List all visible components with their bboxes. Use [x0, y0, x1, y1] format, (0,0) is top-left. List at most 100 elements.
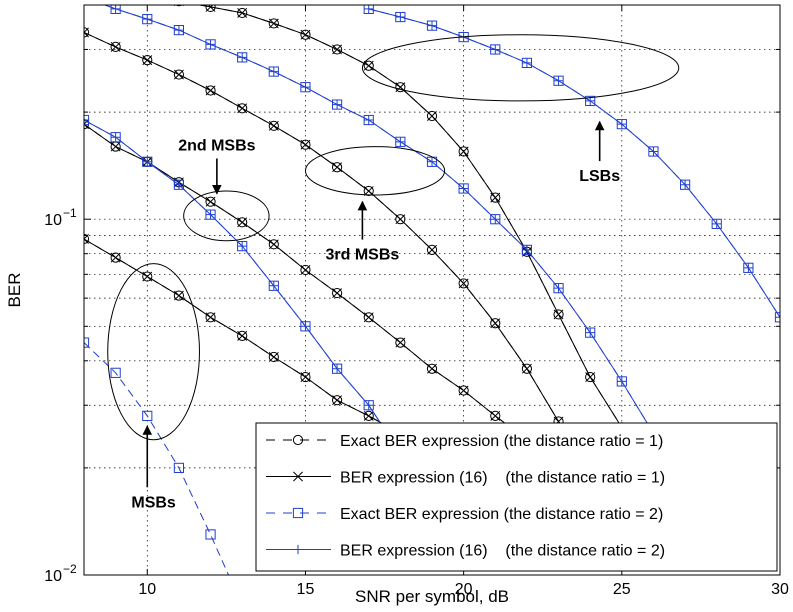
marker-plus: [680, 180, 690, 190]
curve-lsbs: [143, 0, 627, 433]
marker-x: [300, 139, 311, 150]
marker-square: [238, 601, 247, 610]
marker-circle: [205, 85, 216, 96]
marker-circle: [142, 271, 153, 282]
marker-x: [553, 309, 564, 320]
curve-3rd-msbs: [84, 27, 564, 427]
marker-square: [205, 529, 216, 540]
marker-circle: [585, 371, 596, 383]
plot-frame: [83, 4, 781, 576]
marker-square: [292, 507, 304, 519]
y-tick-base: 10: [44, 212, 62, 229]
marker-plus: [553, 283, 564, 293]
marker-circle: [237, 330, 248, 341]
marker-plus: [395, 137, 405, 147]
annotation-msbs: MSBs: [107, 263, 200, 511]
series-line: [197, 5, 623, 428]
marker-circle: [110, 252, 121, 263]
marker-plus: [648, 146, 659, 157]
marker-circle: [395, 214, 406, 225]
legend-label: Exact BER expression (the distance ratio…: [340, 506, 663, 523]
marker-circle: [490, 192, 501, 203]
marker-square: [110, 367, 121, 378]
curve-3rd-msbs: [84, 27, 564, 427]
marker-x: [110, 41, 121, 52]
marker-x: [458, 146, 469, 157]
marker-plus: [522, 245, 532, 255]
legend-label: BER expression (16) (the distance ratio …: [340, 543, 665, 560]
marker-circle: [268, 18, 279, 29]
marker-x: [143, 0, 152, 2]
series-4: [84, 5, 780, 507]
marker-circle: [237, 103, 248, 114]
marker-circle: [237, 217, 248, 228]
marker-x: [395, 337, 406, 348]
marker-circle: [331, 395, 343, 406]
legend-label: Exact BER expression (the distance ratio…: [340, 433, 663, 450]
marker-x: [142, 271, 153, 282]
annotations: MSBs 2nd MSBs 3rd MSBs LSBs: [107, 34, 680, 511]
marker-x: [110, 141, 121, 152]
marker-x: [300, 372, 311, 383]
marker-plus: [237, 241, 247, 251]
x-tick-label: 25: [613, 581, 631, 598]
y-tick-exponent: −1: [63, 206, 77, 220]
marker-plus: [111, 5, 121, 14]
marker-x: [205, 5, 216, 12]
x-tick-label: 20: [455, 581, 473, 598]
annotation-2nd-msbs: 2nd MSBs: [178, 137, 270, 242]
marker-plus: [553, 76, 564, 86]
marker-x: [173, 69, 184, 80]
marker-circle: [268, 239, 279, 250]
marker-plus: [237, 52, 247, 62]
marker-circle: [237, 7, 248, 19]
marker-x: [363, 312, 374, 323]
marker-x: [237, 7, 248, 18]
marker-plus: [111, 132, 121, 142]
marker-circle: [143, 0, 152, 2]
marker-circle: [292, 434, 304, 446]
marker-x: [585, 372, 596, 383]
marker-x: [237, 217, 248, 228]
legend-item: Exact BER expression (the distance ratio…: [266, 433, 663, 450]
marker-circle: [458, 146, 469, 157]
annotation-ellipse: [361, 34, 680, 102]
marker-plus: [84, 115, 89, 125]
marker-x: [395, 214, 406, 225]
marker-circle: [553, 309, 564, 320]
x-tick-label: 10: [138, 581, 156, 598]
marker-x: [205, 312, 216, 323]
annotation-ellipse: [107, 263, 200, 441]
marker-x: [427, 244, 437, 255]
marker-plus: [142, 14, 152, 24]
curve-msbs: [84, 337, 247, 610]
marker-circle: [395, 337, 406, 348]
x-axis-label: SNR per symbol, dB: [355, 587, 509, 606]
marker-circle: [426, 244, 438, 255]
marker-plus: [174, 25, 184, 35]
marker-circle: [331, 162, 343, 173]
marker-circle: [363, 60, 374, 71]
marker-x: [110, 252, 121, 263]
marker-circle: [426, 110, 438, 122]
annotation-label: MSBs: [131, 494, 176, 511]
marker-plus: [269, 66, 279, 77]
marker-circle: [363, 312, 374, 323]
marker-x: [490, 410, 501, 421]
y-tick-base: 10: [44, 568, 62, 585]
curve-msbs: [84, 234, 406, 439]
legend-item: BER expression (16) (the distance ratio …: [266, 470, 665, 487]
marker-x: [293, 471, 303, 482]
x-tick-label: 30: [771, 581, 789, 598]
marker-plus: [205, 210, 216, 220]
marker-x: [205, 196, 216, 207]
marker-plus: [775, 312, 780, 322]
series-line: [368, 8, 780, 318]
marker-x: [427, 363, 437, 374]
series-line: [368, 8, 780, 318]
marker-x: [237, 330, 248, 341]
marker-x: [300, 29, 311, 40]
marker-x: [300, 265, 311, 275]
marker-x: [268, 18, 279, 29]
legend-item: Exact BER expression (the distance ratio…: [266, 506, 663, 523]
